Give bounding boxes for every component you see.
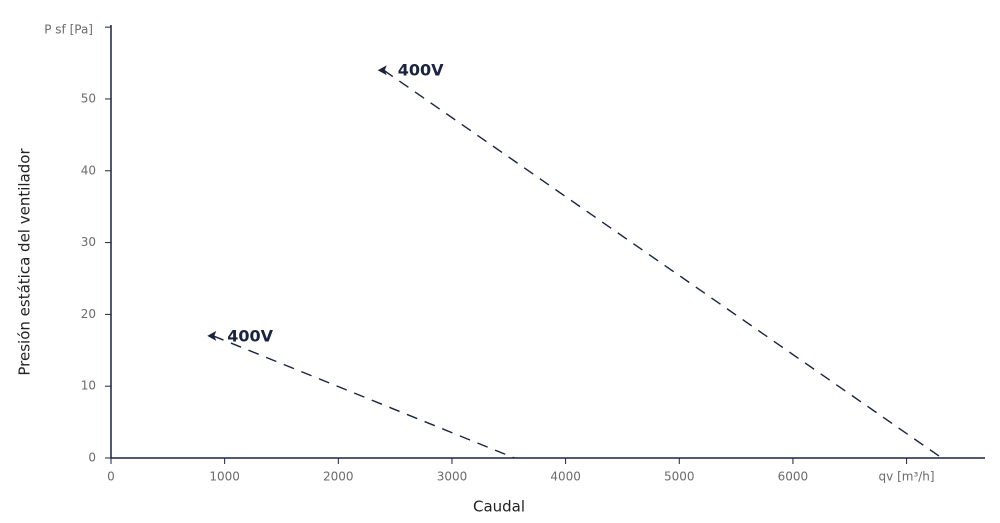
x-tick-label: qv [m³/h] bbox=[879, 470, 935, 484]
y-tick-label: 10 bbox=[81, 379, 96, 393]
start-marker bbox=[207, 330, 217, 341]
y-tick-label: 40 bbox=[81, 163, 96, 177]
y-tick-label: 20 bbox=[81, 307, 96, 321]
series-label: 400V bbox=[227, 326, 273, 345]
x-tick-label: 6000 bbox=[778, 470, 809, 484]
start-marker bbox=[377, 65, 387, 76]
y-tick-label: P sf [Pa] bbox=[44, 23, 93, 37]
series-line bbox=[383, 69, 943, 459]
x-tick-label: 5000 bbox=[664, 470, 695, 484]
y-tick-label: 0 bbox=[88, 451, 96, 465]
y-tick-label: 50 bbox=[81, 91, 96, 105]
x-tick-label: 1000 bbox=[209, 470, 240, 484]
x-tick-label: 2000 bbox=[323, 470, 354, 484]
x-tick-label: 4000 bbox=[550, 470, 581, 484]
x-tick-label: 0 bbox=[107, 470, 115, 484]
y-tick-label: 30 bbox=[81, 235, 96, 249]
series-label: 400V bbox=[398, 61, 444, 80]
series-line bbox=[213, 335, 515, 459]
y-axis-title: Presión estática del ventilador bbox=[16, 148, 34, 376]
x-tick-label: 3000 bbox=[437, 470, 468, 484]
x-axis-title: Caudal bbox=[473, 498, 525, 516]
